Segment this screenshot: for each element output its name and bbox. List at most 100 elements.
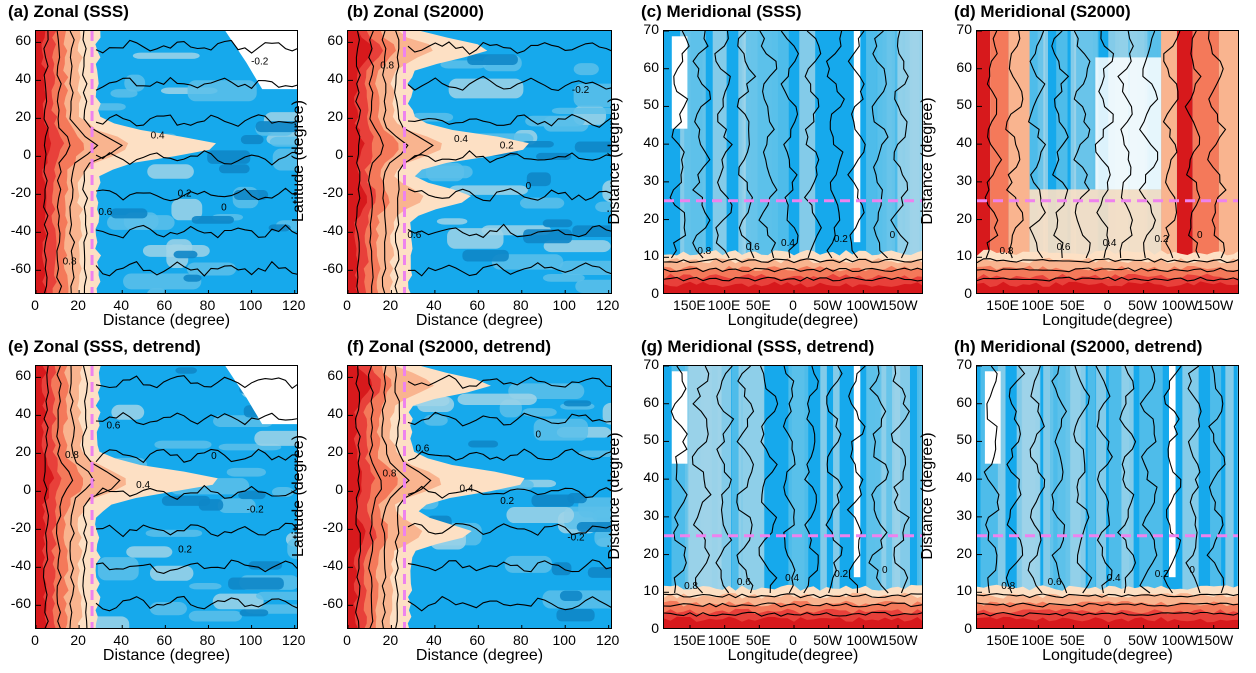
heatmap-cell — [533, 418, 589, 441]
heatmap-cell — [269, 136, 297, 147]
heatmap-cell — [255, 121, 297, 133]
heatmap-cell — [1043, 366, 1054, 594]
contour-line — [977, 267, 1238, 273]
y-tick-label: 0 — [964, 285, 972, 301]
y-tick-label: 70 — [956, 356, 972, 372]
heatmap-cell — [919, 366, 922, 594]
masked-region — [984, 371, 1001, 464]
heatmap-cell — [183, 274, 202, 282]
heatmap-cell — [254, 430, 297, 446]
masked-region — [225, 366, 297, 425]
x-tick-label: 60 — [156, 297, 173, 313]
heatmap-cell — [1218, 31, 1238, 293]
contour-line — [95, 260, 297, 277]
contour-line — [691, 366, 712, 594]
contour-line — [1005, 31, 1024, 259]
heatmap-cell — [218, 164, 250, 174]
contour-line — [407, 374, 611, 389]
masked-region — [853, 31, 861, 243]
contour-line — [983, 366, 1000, 594]
heatmap-svg: 0.8 0.6 0.4 0.2 0 — [664, 366, 922, 628]
contour-label: 0.2 — [834, 569, 848, 580]
heatmap-cell — [467, 54, 518, 66]
contour-line — [95, 375, 297, 389]
contour-label: 0.6 — [1048, 577, 1062, 588]
heatmap-cell — [436, 218, 468, 225]
x-axis-label: Distance (degree) — [102, 312, 231, 329]
contour-line — [381, 31, 409, 293]
contour-label: 0.6 — [1057, 242, 1071, 253]
contour-line — [664, 602, 922, 608]
heatmap-cell — [348, 31, 373, 293]
x-axis-label: Distance (degree) — [102, 647, 231, 664]
y-tick-label: 20 — [643, 209, 659, 226]
heatmap-cell — [551, 107, 611, 114]
y-tick-label: -40 — [322, 222, 343, 239]
contour-line — [977, 276, 1238, 282]
x-axis-label: Longitude(degree) — [727, 647, 859, 664]
contour-label: 0.6 — [746, 242, 760, 253]
x-axis-label: Distance (degree) — [415, 647, 544, 664]
y-tick-label: 60 — [15, 367, 31, 384]
x-axis-label: Longitude(degree) — [727, 312, 859, 329]
y-tick-label: -20 — [10, 184, 31, 201]
x-tick-label: 100W — [1161, 297, 1199, 313]
contour-line — [95, 113, 297, 127]
heatmap-cell — [731, 366, 742, 594]
y-axis-label: Distance (degree) — [919, 432, 936, 560]
plot-area: 0.8 0.6 0.4 0.2 0 -0.2 — [347, 30, 612, 294]
contour-line — [407, 75, 611, 91]
y-tick-label: 60 — [956, 393, 972, 410]
heatmap-cell — [664, 616, 922, 628]
y-tick-label: 60 — [327, 367, 343, 384]
contour-line — [664, 258, 922, 264]
contour-line — [890, 366, 910, 594]
y-tick-label: 60 — [956, 58, 972, 75]
heatmap-cell — [132, 52, 200, 59]
heatmap-cell — [147, 164, 194, 179]
y-tick-label: 50 — [956, 431, 972, 448]
y-tick-label: 40 — [15, 70, 31, 87]
heatmap-cell — [213, 415, 274, 428]
heatmap-cell — [765, 31, 789, 259]
x-tick-label: 20 — [70, 632, 86, 648]
heatmap-cell — [574, 141, 611, 153]
x-tick-label: 0 — [1103, 632, 1112, 648]
y-axis-label: Latitude (degree) — [290, 435, 307, 557]
contour-line — [664, 267, 922, 273]
contour-line — [715, 366, 735, 594]
contour-line — [984, 31, 1003, 259]
heatmap-cell — [123, 273, 202, 290]
y-axis-label: Latitude (degree) — [290, 100, 307, 222]
x-tick-label: 40 — [426, 297, 442, 313]
heatmap-cell — [186, 262, 237, 276]
heatmap-cell — [149, 602, 187, 616]
x-tick-label: 100 — [238, 297, 263, 313]
y-tick-label: 0 — [651, 285, 659, 301]
heatmap-cell — [287, 538, 297, 559]
contour-label: -0.2 — [572, 85, 590, 96]
heatmap-svg: 0.8 0.6 0.4 0.2 0 — [977, 31, 1238, 293]
y-axis-label: Distance (degree) — [606, 97, 623, 225]
plot-area: 0.8 0.6 0.4 0.2 0 -0.2 — [347, 365, 612, 629]
x-tick-label: 80 — [199, 297, 216, 313]
heatmap-cell — [866, 31, 877, 259]
contour-line — [1185, 366, 1202, 594]
heatmap-cell — [149, 565, 194, 581]
heatmap-cell — [594, 528, 611, 547]
contour-line — [95, 595, 297, 612]
heatmap-cell — [462, 249, 509, 262]
x-tick-label: 50E — [745, 297, 771, 313]
heatmap-cell — [240, 135, 264, 145]
contour-label: 0.4 — [1103, 238, 1117, 249]
contour-label: 0.8 — [65, 450, 79, 461]
contour-line — [977, 258, 1238, 264]
x-tick-label: 80 — [512, 297, 529, 313]
x-tick-label: 100E — [1021, 297, 1055, 313]
contour-line — [803, 366, 819, 594]
y-tick-label: 30 — [956, 171, 972, 188]
y-tick-label: 50 — [956, 96, 972, 113]
contour-line — [825, 366, 843, 594]
heatmap-cell — [573, 63, 599, 76]
y-tick-label: 20 — [956, 544, 972, 561]
